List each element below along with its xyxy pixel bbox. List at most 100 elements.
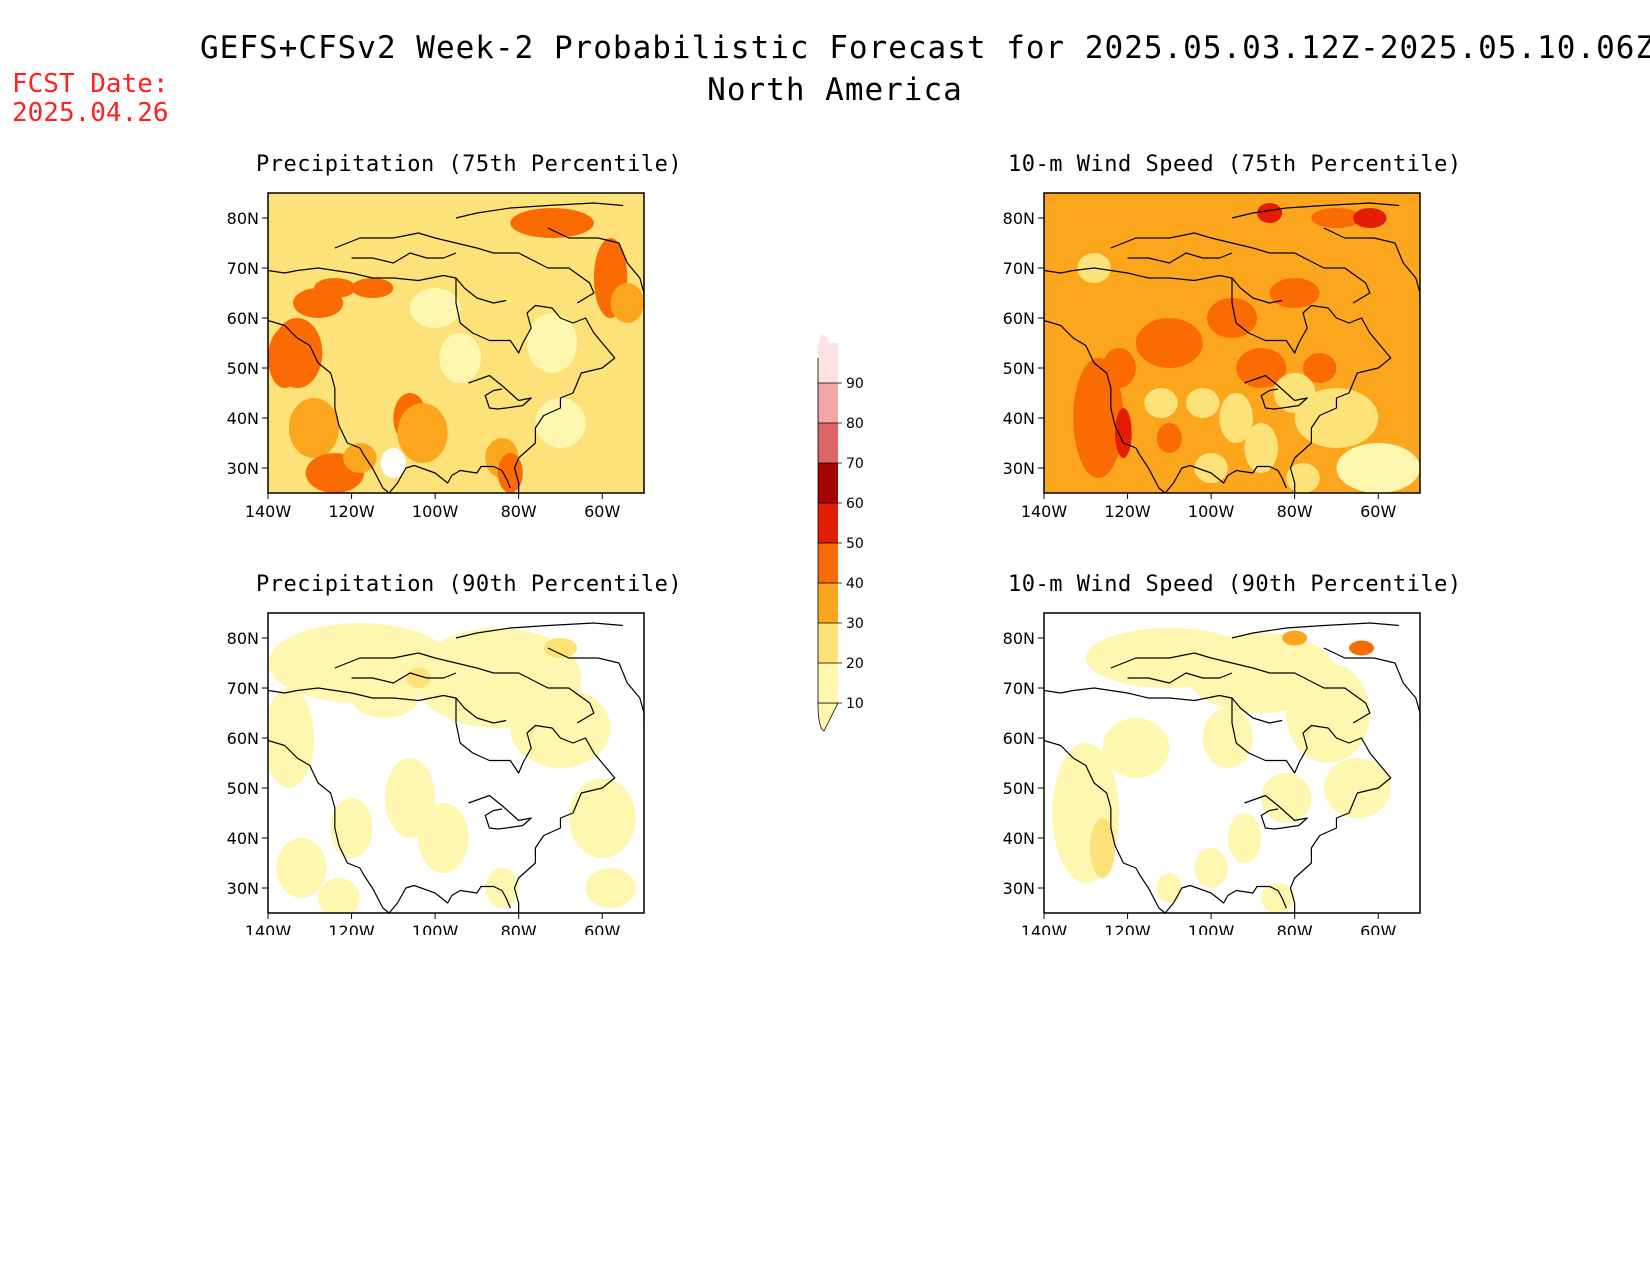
field-patch bbox=[1194, 848, 1228, 888]
map-precip-90: 80N 70N 60N 50N 40N 30N 140W 120W 100W 80W 60W bbox=[227, 612, 645, 935]
field-patch bbox=[268, 328, 302, 388]
probability-field bbox=[268, 613, 644, 913]
field-patch bbox=[1089, 818, 1116, 878]
coastline bbox=[1231, 202, 1400, 219]
field-patch bbox=[1236, 348, 1287, 388]
field-patch bbox=[510, 688, 611, 768]
field-patch bbox=[330, 798, 373, 858]
field-patch bbox=[318, 878, 360, 913]
lat-tick-label: 40N bbox=[227, 409, 259, 428]
field-patch bbox=[1269, 278, 1320, 308]
field-patch bbox=[1303, 353, 1337, 383]
lat-tick-label: 70N bbox=[227, 259, 259, 278]
field-patch bbox=[1294, 388, 1379, 448]
lon-tick-label: 80W bbox=[501, 502, 537, 521]
field-patch bbox=[1227, 813, 1262, 863]
lat-tick-label: 30N bbox=[1003, 879, 1035, 898]
colorbar-swatch bbox=[818, 663, 838, 703]
field-patch bbox=[1244, 423, 1278, 473]
field-patch bbox=[1156, 873, 1182, 903]
lon-tick-label: 100W bbox=[412, 922, 459, 935]
field-patch bbox=[568, 778, 636, 858]
field-patch bbox=[1135, 318, 1203, 368]
coastline bbox=[268, 739, 390, 913]
coastline bbox=[268, 687, 507, 724]
field-patch bbox=[510, 208, 594, 238]
lon-tick-label: 140W bbox=[245, 922, 292, 935]
lon-tick-label: 140W bbox=[1021, 922, 1068, 935]
colorbar-swatch bbox=[818, 463, 838, 503]
lat-tick-label: 30N bbox=[227, 879, 259, 898]
field-patch bbox=[1156, 423, 1182, 453]
lat-tick-label: 80N bbox=[227, 209, 259, 228]
colorbar-swatch bbox=[818, 543, 838, 583]
lon-tick-label: 100W bbox=[1188, 502, 1235, 521]
field-patch bbox=[1186, 388, 1220, 418]
coastline bbox=[268, 319, 390, 493]
field-patch bbox=[276, 838, 327, 898]
lon-tick-label: 100W bbox=[412, 502, 459, 521]
coastline bbox=[1127, 252, 1233, 264]
field-patch bbox=[1257, 203, 1283, 223]
map-precip-75: 80N 70N 60N 50N 40N 30N 140W 120W 100W 80W 60W bbox=[227, 192, 645, 521]
coastline bbox=[1231, 698, 1392, 913]
colorbar-label: 40 bbox=[846, 576, 864, 592]
lat-tick-label: 60N bbox=[1003, 729, 1035, 748]
colorbar-label: 50 bbox=[846, 536, 864, 552]
coastline bbox=[334, 652, 595, 724]
field-patch bbox=[1323, 758, 1391, 818]
lat-tick-label: 70N bbox=[1003, 259, 1035, 278]
colorbar-swatch bbox=[818, 383, 838, 423]
lat-tick-label: 80N bbox=[1003, 209, 1035, 228]
colorbar-swatch bbox=[818, 343, 838, 383]
coastline bbox=[388, 884, 511, 913]
lat-tick-label: 80N bbox=[1003, 629, 1035, 648]
coastline bbox=[468, 794, 532, 830]
field-patch bbox=[397, 403, 448, 463]
coastline bbox=[1244, 374, 1308, 410]
lon-tick-label: 60W bbox=[1360, 922, 1396, 935]
coastline bbox=[455, 278, 616, 493]
field-patch bbox=[343, 443, 377, 473]
coastline bbox=[1127, 672, 1233, 684]
coastline bbox=[351, 672, 457, 684]
map-frame bbox=[267, 612, 645, 914]
colorbar-swatch bbox=[818, 583, 838, 623]
coastline bbox=[1044, 319, 1166, 493]
lat-tick-label: 30N bbox=[227, 459, 259, 478]
field-patch bbox=[527, 313, 578, 373]
field-patch bbox=[380, 448, 406, 478]
panel-title-wind-90: 10-m Wind Speed (90th Percentile) bbox=[1008, 572, 1462, 597]
coastline bbox=[1110, 652, 1371, 724]
forecast-date-block: FCST Date: 2025.04.26 bbox=[12, 70, 169, 128]
probability-field bbox=[1044, 613, 1420, 913]
field-patch bbox=[410, 288, 461, 328]
forecast-date-value: 2025.04.26 bbox=[12, 98, 169, 128]
lat-tick-label: 50N bbox=[1003, 779, 1035, 798]
colorbar-label: 70 bbox=[846, 456, 864, 472]
lon-tick-label: 100W bbox=[1188, 922, 1235, 935]
field-patch bbox=[1202, 708, 1253, 768]
field-patch bbox=[1311, 208, 1362, 228]
field-patch bbox=[1144, 388, 1178, 418]
lon-tick-label: 60W bbox=[584, 922, 620, 935]
field-patch bbox=[585, 868, 636, 908]
field-patch bbox=[384, 758, 436, 838]
lat-tick-label: 60N bbox=[227, 309, 259, 328]
colorbar-swatch bbox=[818, 503, 838, 543]
field-patch bbox=[1102, 718, 1170, 778]
coastline bbox=[468, 374, 532, 410]
coastline bbox=[1110, 232, 1371, 304]
field-patch bbox=[485, 868, 519, 908]
field-patch bbox=[535, 398, 586, 448]
lon-tick-label: 120W bbox=[1104, 922, 1151, 935]
probability-field bbox=[268, 193, 644, 493]
field-patch bbox=[1348, 640, 1375, 656]
colorbar-label: 80 bbox=[846, 416, 864, 432]
field-patch bbox=[439, 333, 482, 383]
colorbar-lower-cap bbox=[817, 702, 839, 732]
lat-tick-label: 50N bbox=[227, 359, 259, 378]
coastline bbox=[1231, 622, 1400, 639]
panel-title-precip-90: Precipitation (90th Percentile) bbox=[256, 572, 683, 597]
lat-tick-label: 70N bbox=[1003, 679, 1035, 698]
